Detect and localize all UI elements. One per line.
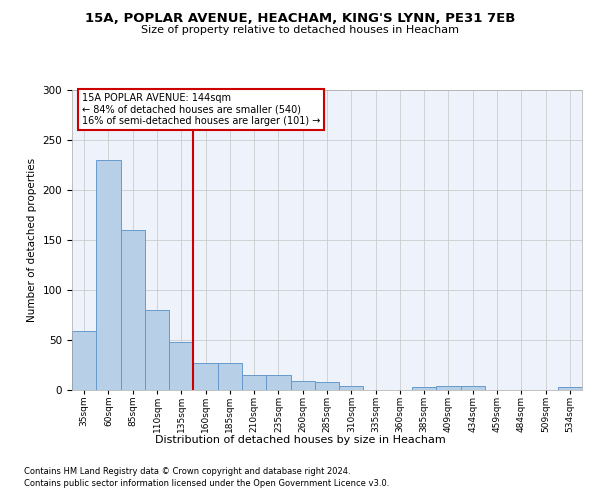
Bar: [461, 386, 485, 390]
Bar: [315, 382, 339, 390]
Text: 15A POPLAR AVENUE: 144sqm
← 84% of detached houses are smaller (540)
16% of semi: 15A POPLAR AVENUE: 144sqm ← 84% of detac…: [82, 93, 320, 126]
Bar: [290, 381, 315, 390]
Bar: [412, 387, 436, 390]
Bar: [218, 363, 242, 390]
Bar: [96, 160, 121, 390]
Text: Contains HM Land Registry data © Crown copyright and database right 2024.: Contains HM Land Registry data © Crown c…: [24, 467, 350, 476]
Bar: [242, 375, 266, 390]
Text: Distribution of detached houses by size in Heacham: Distribution of detached houses by size …: [155, 435, 445, 445]
Text: 15A, POPLAR AVENUE, HEACHAM, KING'S LYNN, PE31 7EB: 15A, POPLAR AVENUE, HEACHAM, KING'S LYNN…: [85, 12, 515, 26]
Y-axis label: Number of detached properties: Number of detached properties: [27, 158, 37, 322]
Text: Size of property relative to detached houses in Heacham: Size of property relative to detached ho…: [141, 25, 459, 35]
Bar: [72, 331, 96, 390]
Bar: [169, 342, 193, 390]
Bar: [145, 310, 169, 390]
Bar: [193, 363, 218, 390]
Bar: [121, 230, 145, 390]
Bar: [339, 386, 364, 390]
Bar: [436, 386, 461, 390]
Text: Contains public sector information licensed under the Open Government Licence v3: Contains public sector information licen…: [24, 478, 389, 488]
Bar: [558, 387, 582, 390]
Bar: [266, 375, 290, 390]
